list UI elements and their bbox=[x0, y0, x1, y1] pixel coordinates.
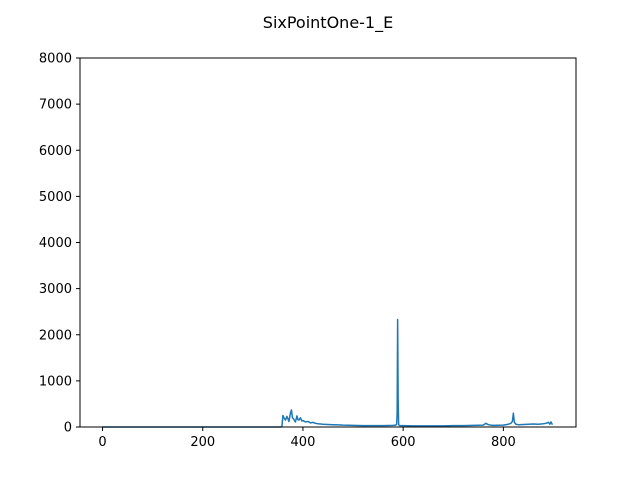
x-tick-label: 0 bbox=[98, 435, 106, 450]
series-line bbox=[102, 318, 554, 428]
chart-title: SixPointOne-1_E bbox=[263, 13, 393, 33]
y-tick-label: 4000 bbox=[39, 236, 72, 251]
x-tick-label: 800 bbox=[491, 435, 516, 450]
axes-frame bbox=[79, 57, 577, 428]
y-tick-label: 1000 bbox=[39, 374, 72, 389]
y-tick-label: 8000 bbox=[39, 52, 72, 67]
y-tick-label: 0 bbox=[64, 421, 72, 436]
y-tick-label: 2000 bbox=[39, 328, 72, 343]
y-tick-label: 6000 bbox=[39, 144, 72, 159]
y-axis: 0 1000 2000 3000 4000 5000 6000 7000 8000 bbox=[39, 52, 80, 436]
x-axis: 0 200 400 600 800 bbox=[98, 427, 516, 450]
x-tick-label: 200 bbox=[190, 435, 215, 450]
plot-area bbox=[102, 318, 554, 428]
y-tick-label: 7000 bbox=[39, 98, 72, 113]
y-tick-label: 5000 bbox=[39, 190, 72, 205]
x-tick-label: 600 bbox=[391, 435, 416, 450]
x-tick-label: 400 bbox=[291, 435, 316, 450]
y-tick-label: 3000 bbox=[39, 282, 72, 297]
